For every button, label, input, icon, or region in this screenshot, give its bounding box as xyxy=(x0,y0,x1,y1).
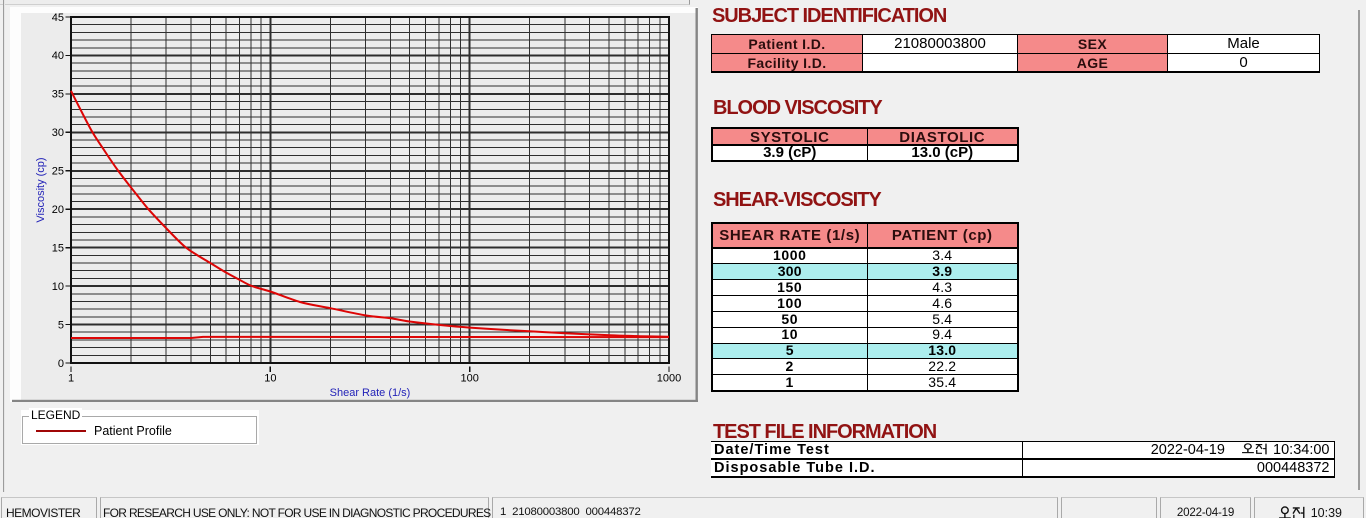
svg-text:1000: 1000 xyxy=(657,373,681,385)
svg-text:Shear Rate (1/s): Shear Rate (1/s) xyxy=(330,387,411,399)
svg-text:15: 15 xyxy=(52,242,64,254)
svg-text:10: 10 xyxy=(52,281,64,293)
svg-text:1: 1 xyxy=(68,373,74,385)
svg-text:30: 30 xyxy=(52,127,64,139)
svg-text:10: 10 xyxy=(264,373,276,385)
svg-text:100: 100 xyxy=(460,373,478,385)
svg-text:Viscosity (cp): Viscosity (cp) xyxy=(35,157,47,222)
svg-text:5: 5 xyxy=(58,319,64,331)
svg-text:25: 25 xyxy=(52,166,64,178)
svg-text:35: 35 xyxy=(52,89,64,101)
svg-text:40: 40 xyxy=(52,50,64,62)
svg-text:0: 0 xyxy=(58,358,64,370)
svg-text:20: 20 xyxy=(52,204,64,216)
svg-text:45: 45 xyxy=(52,12,64,24)
